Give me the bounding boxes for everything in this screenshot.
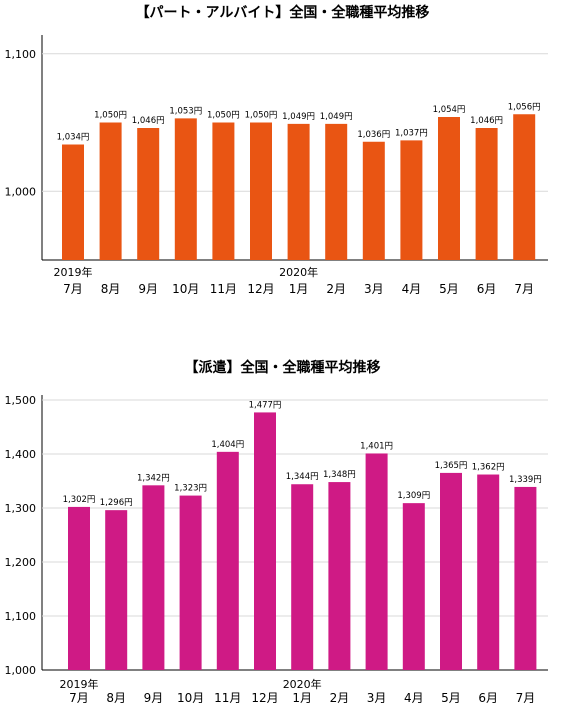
part-time-chart-svg: 1,100 1,000 1,034円 7月 1,050円 8月 1,046円 9月 1,053円… — [5, 35, 548, 296]
bar — [62, 144, 84, 260]
bar — [179, 495, 202, 670]
bar — [400, 140, 423, 260]
data-label: 1,344円 — [286, 472, 319, 482]
part-time-chart-title: 【パート・アルバイト】全国・全職種平均推移 — [135, 5, 430, 21]
x-tick-label: 6月 — [478, 691, 498, 705]
bar — [212, 122, 235, 260]
bar — [142, 485, 165, 670]
data-label: 1,302円 — [63, 495, 96, 505]
bar — [477, 474, 500, 670]
data-label: 1,404円 — [211, 440, 244, 450]
bar — [362, 141, 385, 260]
x-tick-label: 9月 — [144, 691, 164, 705]
y-tick-label: 1,100 — [5, 610, 37, 623]
data-label: 1,401円 — [360, 441, 393, 451]
data-label: 1,046円 — [470, 116, 503, 126]
bar — [475, 128, 498, 260]
bar — [99, 122, 122, 260]
bar — [137, 128, 160, 260]
x-tick-label: 7月 — [514, 282, 534, 296]
y-tick-label: 1,500 — [5, 394, 37, 407]
bar — [325, 123, 348, 260]
bar — [438, 117, 460, 260]
data-label: 1,034円 — [57, 133, 90, 143]
x-tick-label: 8月 — [101, 282, 121, 296]
year-label: 2020年 — [283, 677, 322, 691]
x-tick-label: 12月 — [251, 691, 278, 705]
data-label: 1,342円 — [137, 473, 170, 483]
data-label: 1,339円 — [509, 475, 542, 485]
data-label: 1,046円 — [132, 116, 165, 126]
data-label: 1,056円 — [508, 102, 541, 112]
x-tick-label: 10月 — [172, 282, 199, 296]
x-tick-label: 1月 — [292, 691, 312, 705]
bar — [287, 123, 310, 260]
bar — [216, 451, 239, 670]
dispatch-chart-title: 【派遣】全国・全職種平均推移 — [184, 360, 381, 376]
data-label: 1,036円 — [357, 130, 390, 140]
x-tick-label: 9月 — [138, 282, 158, 296]
x-tick-label: 10月 — [177, 691, 204, 705]
data-label: 1,323円 — [174, 484, 207, 494]
x-tick-label: 3月 — [364, 282, 384, 296]
y-tick-label: 1,000 — [5, 664, 37, 677]
data-label: 1,050円 — [207, 111, 240, 121]
year-label: 2019年 — [60, 677, 99, 691]
data-label: 1,365円 — [435, 461, 468, 471]
data-label: 1,296円 — [100, 498, 133, 508]
bar — [174, 118, 197, 260]
bar — [68, 506, 90, 670]
x-tick-label: 5月 — [441, 691, 461, 705]
data-label: 1,053円 — [169, 106, 202, 116]
y-tick-label: 1,200 — [5, 556, 37, 569]
x-tick-label: 3月 — [367, 691, 387, 705]
x-tick-label: 4月 — [404, 691, 424, 705]
x-tick-label: 11月 — [210, 282, 237, 296]
data-label: 1,477円 — [249, 400, 282, 410]
bar — [105, 510, 128, 670]
bar — [328, 482, 351, 670]
x-tick-label: 7月 — [63, 282, 83, 296]
data-label: 1,309円 — [397, 491, 430, 501]
data-label: 1,054円 — [433, 105, 466, 115]
x-tick-label: 6月 — [477, 282, 497, 296]
data-label: 1,050円 — [245, 111, 278, 121]
x-tick-label: 7月 — [69, 691, 89, 705]
x-tick-label: 4月 — [402, 282, 422, 296]
year-label: 2019年 — [54, 265, 93, 279]
bar — [291, 484, 314, 670]
bar — [440, 472, 462, 670]
x-tick-label: 8月 — [106, 691, 126, 705]
data-label: 1,049円 — [282, 112, 315, 122]
data-label: 1,049円 — [320, 112, 353, 122]
bar — [365, 453, 388, 670]
bar — [250, 122, 272, 260]
x-tick-label: 2月 — [326, 282, 346, 296]
bar — [402, 503, 425, 670]
year-label: 2020年 — [279, 265, 318, 279]
y-tick-label: 1,400 — [5, 448, 37, 461]
x-tick-label: 5月 — [439, 282, 459, 296]
x-tick-label: 1月 — [289, 282, 309, 296]
y-tick-label: 1,300 — [5, 502, 37, 515]
x-tick-label: 7月 — [516, 691, 536, 705]
x-tick-label: 12月 — [247, 282, 274, 296]
y-tick-label: 1,000 — [5, 185, 37, 198]
bar — [254, 412, 276, 670]
data-label: 1,037円 — [395, 128, 428, 138]
data-label: 1,348円 — [323, 470, 356, 480]
x-tick-label: 11月 — [214, 691, 241, 705]
y-tick-label: 1,100 — [5, 48, 37, 61]
bar — [514, 486, 537, 670]
data-label: 1,050円 — [94, 111, 127, 121]
x-tick-label: 2月 — [330, 691, 350, 705]
bar — [513, 114, 536, 260]
data-label: 1,362円 — [472, 463, 505, 473]
